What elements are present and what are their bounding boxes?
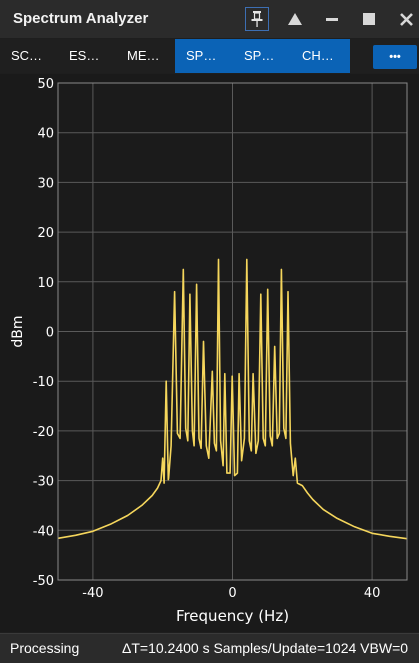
tab-channel[interactable]: CH… [291,39,350,73]
status-state: Processing [10,640,79,656]
maximize-button[interactable] [357,7,381,31]
plot-area: 50 40 30 20 10 0 -10 -20 -30 -40 -50 -40 0 40 Freque… [0,74,419,632]
close-icon [394,7,418,31]
y-tick-label: 20 [37,226,54,241]
status-info: ΔT=10.2400 s Samples/Update=1024 VBW=0 [122,640,408,656]
more-tabs-button[interactable]: ••• [373,45,417,69]
x-tick-label: -40 [82,586,103,601]
y-tick-label: 40 [37,127,54,142]
triangle-up-icon [283,7,307,31]
window-title: Spectrum Analyzer [13,10,148,27]
minimize-button[interactable] [320,7,344,31]
y-tick-label: 50 [37,77,54,92]
x-tick-labels: -40 0 40 [82,586,380,601]
pin-button[interactable] [245,7,269,31]
y-tick-labels: 50 40 30 20 10 0 -10 -20 -30 -40 -50 [33,77,54,589]
more-icon: ••• [373,45,417,69]
pin-icon [246,8,268,30]
tab-scope[interactable]: SC… [0,39,58,73]
title-bar: Spectrum Analyzer [0,0,419,38]
y-tick-label: -50 [33,574,54,589]
status-bar: Processing ΔT=10.2400 s Samples/Update=1… [0,633,419,663]
y-tick-label: -30 [33,475,54,490]
x-axis-label: Frequency (Hz) [176,607,289,625]
tab-bar: SC… ES… ME… SP… SP… CH… [0,39,419,73]
spectrum-chart[interactable]: 50 40 30 20 10 0 -10 -20 -30 -40 -50 -40 0 40 Freque… [0,74,419,632]
tab-spectrum-1[interactable]: SP… [175,39,233,73]
tab-spectrum-2[interactable]: SP… [233,39,291,73]
maximize-icon [357,7,381,31]
close-button[interactable] [394,7,418,31]
y-tick-label: -40 [33,524,54,539]
y-tick-label: -20 [33,425,54,440]
y-axis-label: dBm [10,315,26,347]
y-tick-label: 0 [46,326,54,341]
tab-es[interactable]: ES… [58,39,116,73]
x-tick-label: 0 [228,586,236,601]
undock-button[interactable] [283,7,307,31]
y-tick-label: -10 [33,375,54,390]
y-tick-label: 30 [37,176,54,191]
minimize-icon [320,7,344,31]
y-tick-label: 10 [37,276,54,291]
tab-measurements[interactable]: ME… [116,39,174,73]
x-tick-label: 40 [364,586,381,601]
